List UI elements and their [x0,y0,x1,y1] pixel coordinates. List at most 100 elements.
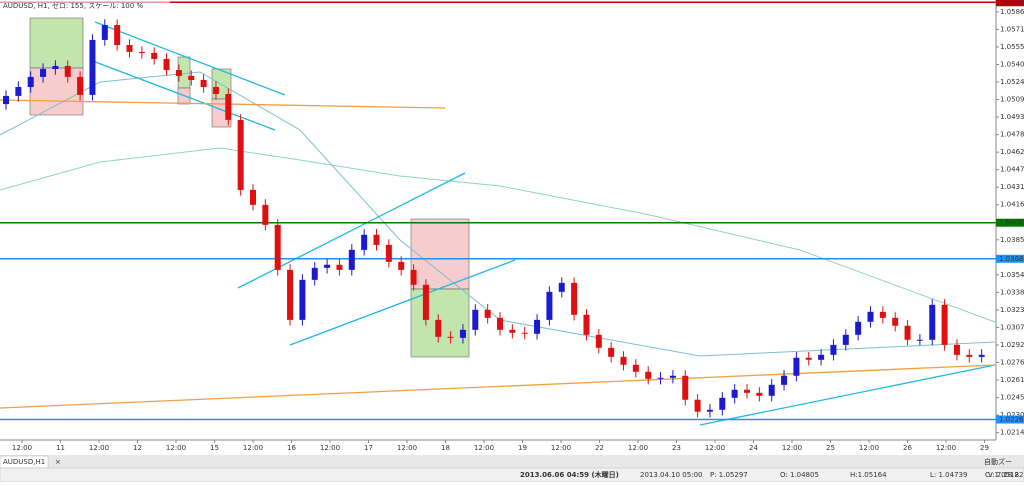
status-field: 2013.04.10 05:00 [640,471,702,479]
zone-box [410,218,470,290]
candle-body [126,45,133,52]
candle-body [274,224,281,270]
candle-body [188,76,195,80]
candle-body [916,339,923,341]
y-tick-label: 1.04315 [1000,183,1024,191]
status-field: P: 1.05297 [710,471,748,479]
candle-body [781,375,788,385]
y-tick-label: 1.02765 [1000,359,1024,367]
candle-body [484,309,491,318]
candle-body [385,244,392,262]
y-tick-label: 1.05555 [1000,43,1024,51]
tab-label[interactable]: AUDUSD,H1 [3,458,45,466]
candle-body [15,86,22,96]
candle-body [447,336,454,338]
candle-body [262,204,269,225]
candle-body [830,344,837,355]
y-tick-label: 1.02455 [1000,394,1024,402]
moving-average [0,147,996,323]
candle-body [842,334,849,345]
candle-body [805,357,812,360]
price-tag [996,0,1024,7]
y-tick-label: 1.03540 [1000,271,1024,279]
x-tick-label: 12:00 [705,444,725,452]
price-tag [996,415,1024,424]
x-tick-label: 12:00 [397,444,417,452]
candle-body [410,269,417,285]
y-tick-label: 1.05090 [1000,96,1024,104]
toolbar-label[interactable]: 自動ズー [984,457,1012,466]
y-tick-label: 1.04780 [1000,131,1024,139]
candle-body [892,317,899,326]
candle-body [398,261,405,270]
candle-body [497,317,503,330]
candle-body [719,397,726,410]
x-tick-label: 12:00 [628,444,648,452]
x-tick-label: 12:00 [12,444,32,452]
candle-body [77,76,84,95]
candle-body [768,384,775,396]
status-field: V: 7.18 8 [988,471,1019,479]
x-tick-label: 12:00 [243,444,263,452]
candle-body [336,264,343,270]
candle-body [929,304,936,340]
candle-body [608,347,615,357]
candle-body [682,375,689,400]
x-tick-label: 12:00 [782,444,802,452]
status-field: H:1.05164 [850,471,887,479]
chart-title: AUDUSD, H1, ゼロ: 155, スケール: 100 % [3,1,143,10]
candle-body [966,354,973,357]
candle-body [138,51,145,53]
candle-body [422,284,429,320]
trend-line [89,59,276,131]
candle-body [669,375,676,378]
x-tick-label: 26 [903,444,912,452]
x-tick-label: 16 [287,444,296,452]
price-tag [996,218,1024,227]
y-tick-label: 1.04470 [1000,166,1024,174]
y-tick-label: 1.05865 [1000,8,1024,16]
status-field: O: 1.04805 [780,471,819,479]
candle-body [101,24,108,40]
x-tick-label: 25 [826,444,835,452]
candle-body [744,389,750,393]
y-tick-label: 1.04625 [1000,148,1024,156]
candle-body [200,79,207,87]
candle-body [818,354,825,360]
candle-body [225,93,232,120]
candle-body [595,334,602,348]
candle-body [756,392,763,396]
tab-close[interactable]: × [55,458,61,466]
candle-body [879,311,886,318]
candle-body [361,234,368,250]
status-field: L: 1.04739 [930,471,967,479]
trend-line [699,364,996,426]
x-tick-label: 12:00 [89,444,109,452]
y-tick-label: 1.05400 [1000,60,1024,68]
candle-body [175,70,182,77]
candle-body [657,377,664,379]
trend-line [0,99,446,109]
candle-body [793,357,800,376]
price-tag [996,254,1024,263]
candle-body [632,364,639,372]
status-field: 2013.06.06 04:59 (木曜日) [520,470,619,479]
candle-body [546,291,553,320]
zone-box [29,17,84,69]
trend-line [94,21,286,96]
candle-body [114,24,121,46]
candle-body [645,371,652,379]
candle-body [27,76,34,87]
candle-body [212,86,219,94]
x-tick-label: 19 [518,444,527,452]
y-tick-label: 1.02610 [1000,376,1024,384]
tab-bar [0,455,1024,468]
candle-body [324,264,331,268]
x-tick-label: 12:00 [166,444,186,452]
candle-body [151,52,158,59]
candle-body [867,311,874,322]
candle-body [731,389,738,398]
